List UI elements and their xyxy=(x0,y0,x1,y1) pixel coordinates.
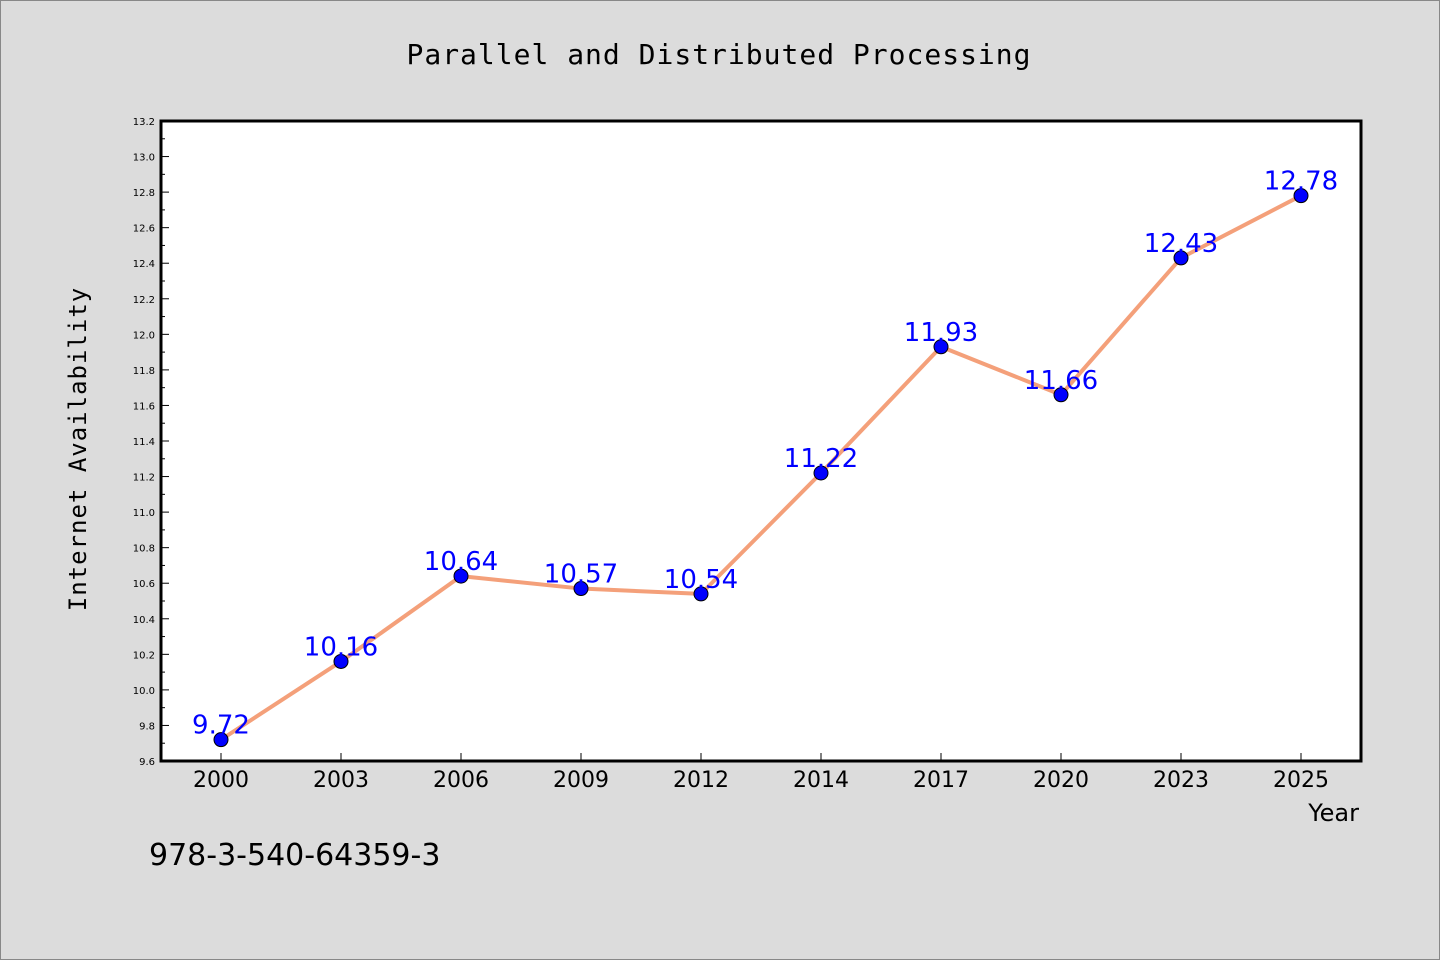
y-tick-label: 13.2 xyxy=(133,117,155,128)
x-tick-label: 2003 xyxy=(313,768,369,793)
y-tick-label: 11.4 xyxy=(133,437,155,448)
y-tick-label: 11.8 xyxy=(133,366,155,377)
y-tick-label: 10.2 xyxy=(133,650,155,661)
y-tick-label: 11.2 xyxy=(133,473,155,484)
data-point xyxy=(453,568,469,584)
y-tick-label: 12.6 xyxy=(133,224,155,235)
y-tick-label: 12.8 xyxy=(133,188,155,199)
y-tick-label: 11.6 xyxy=(133,401,155,412)
x-tick-label: 2012 xyxy=(673,768,729,793)
series-line xyxy=(219,193,1302,742)
data-point xyxy=(1293,188,1309,204)
chart-title: Parallel and Distributed Processing xyxy=(406,38,1031,71)
data-point xyxy=(933,339,949,355)
x-axis-label: Year xyxy=(1307,799,1359,827)
y-tick-label: 10.8 xyxy=(133,544,155,555)
data-label: 10.16 xyxy=(304,632,378,662)
data-point xyxy=(213,732,229,748)
data-label: 9.72 xyxy=(192,711,250,741)
x-tick-label: 2009 xyxy=(553,768,609,793)
y-axis-label: Internet Availability xyxy=(64,287,92,611)
data-label: 11.93 xyxy=(904,318,978,348)
data-point xyxy=(333,653,349,669)
x-axis: 2000 2003 2006 2009 2012 2014 2017 2020 2023 2025 xyxy=(193,753,1329,793)
data-label: 10.64 xyxy=(424,547,498,577)
y-tick-label: 11.0 xyxy=(133,508,155,519)
y-tick-label: 9.6 xyxy=(139,757,155,768)
data-label: 10.54 xyxy=(664,565,738,595)
y-tick-label: 10.6 xyxy=(133,579,155,590)
y-tick-label: 12.0 xyxy=(133,330,155,341)
x-tick-label: 2014 xyxy=(793,768,849,793)
data-label: 11.66 xyxy=(1024,366,1098,396)
data-label: 10.57 xyxy=(544,560,618,590)
x-tick-label: 2006 xyxy=(433,768,489,793)
y-axis: 9.6 9.8 10.0 10.2 10.4 10.6 10.8 11.0 11.2 11.4 11… xyxy=(133,117,169,768)
y-tick-label: 12.2 xyxy=(133,295,155,306)
data-point xyxy=(813,465,829,481)
x-tick-label: 2000 xyxy=(193,768,249,793)
data-point xyxy=(1053,387,1069,403)
series-group: 9.72 10.16 10.64 10.57 10.54 11.22 11.93 11.66 1… xyxy=(192,167,1338,748)
footer-isbn: 978-3-540-64359-3 xyxy=(149,838,440,873)
x-tick-label: 2020 xyxy=(1033,768,1089,793)
x-tick-label: 2017 xyxy=(913,768,969,793)
y-tick-label: 13.0 xyxy=(133,153,155,164)
data-label: 11.22 xyxy=(784,444,858,474)
data-label: 12.43 xyxy=(1144,229,1218,259)
y-tick-label: 10.4 xyxy=(133,615,155,626)
y-tick-label: 12.4 xyxy=(133,259,155,270)
y-tick-label: 9.8 xyxy=(139,721,155,732)
x-tick-label: 2023 xyxy=(1153,768,1209,793)
data-point xyxy=(1173,250,1189,266)
y-tick-label: 10.0 xyxy=(133,686,155,697)
data-point xyxy=(573,581,589,597)
data-label: 12.78 xyxy=(1264,167,1338,197)
x-tick-label: 2025 xyxy=(1273,768,1329,793)
plot-area xyxy=(159,119,1363,763)
data-point xyxy=(693,586,709,602)
